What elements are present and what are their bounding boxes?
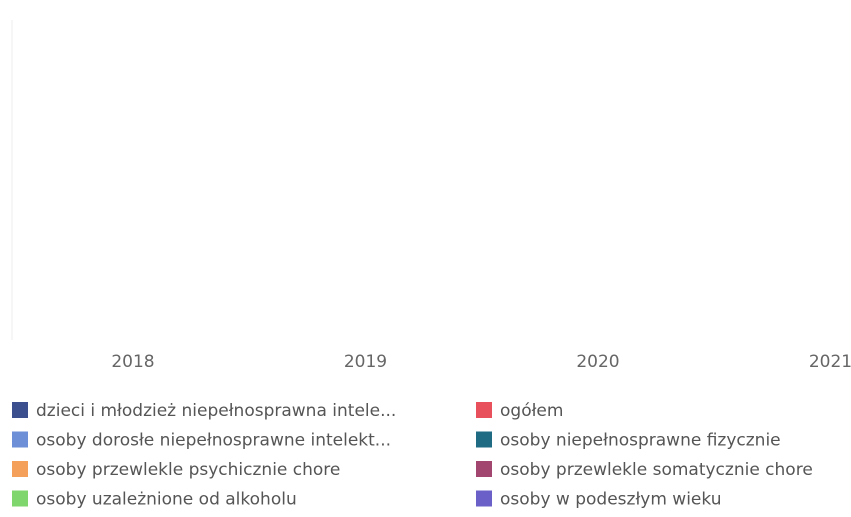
legend-label: osoby uzależnione od alkoholu [36, 490, 297, 510]
x-tick-label: 2019 [344, 352, 387, 372]
legend-label: osoby przewlekle somatycznie chore [500, 460, 813, 480]
legend-swatch [12, 402, 28, 418]
legend-swatch [476, 431, 492, 448]
legend-swatch [476, 490, 492, 507]
legend-label: osoby przewlekle psychicznie chore [36, 460, 340, 480]
legend-swatch [12, 431, 28, 448]
legend-label: osoby dorosłe niepełnosprawne intelekt..… [36, 431, 391, 451]
legend-label: osoby niepełnosprawne fizycznie [500, 431, 781, 451]
legend-swatch [12, 461, 28, 477]
legend-label: dzieci i młodzież niepełnosprawna intele… [36, 401, 396, 421]
legend-label: ogółem [500, 401, 563, 421]
legend-swatch [476, 461, 492, 477]
legend-swatch [476, 402, 492, 418]
legend-label: osoby w podeszłym wieku [500, 490, 721, 510]
x-tick-label: 2018 [111, 352, 154, 372]
x-tick-label: 2020 [576, 352, 619, 372]
x-tick-label: 2021 [809, 352, 851, 372]
legend-swatch [12, 490, 28, 507]
